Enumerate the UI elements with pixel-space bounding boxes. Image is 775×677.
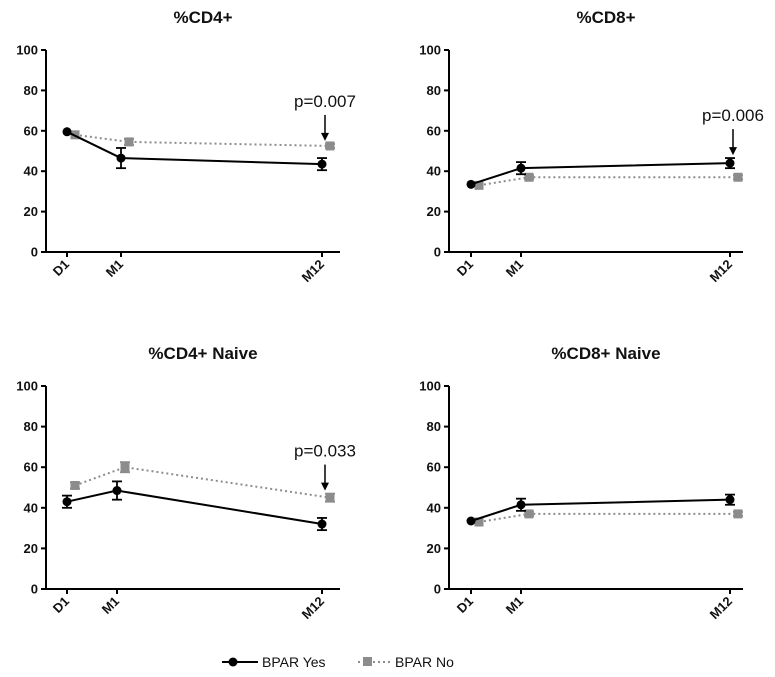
panel-title: %CD4+ Naive <box>148 344 257 363</box>
y-tick-label: 60 <box>24 460 38 475</box>
y-tick-label: 60 <box>24 123 38 138</box>
series-bpar-no <box>70 461 335 503</box>
data-point <box>516 500 526 510</box>
x-tick-label: M12 <box>707 257 735 285</box>
x-tick-label: M1 <box>503 594 526 617</box>
data-point <box>120 462 130 472</box>
data-point <box>524 172 534 182</box>
y-tick-label: 60 <box>427 460 441 475</box>
data-point <box>124 137 134 147</box>
y-tick-label: 100 <box>16 379 38 394</box>
p-value-annotation: p=0.007 <box>294 92 356 111</box>
series-line <box>478 512 738 523</box>
series-bpar-no <box>70 130 335 151</box>
x-tick-label: M12 <box>299 257 327 285</box>
chart-panel-4: %CD8+ Naive 0 20 40 60 80 100 D1 M1 M12 <box>419 344 743 622</box>
y-tick-label: 80 <box>427 419 441 434</box>
series-bpar-yes <box>62 480 327 532</box>
data-point <box>524 509 534 519</box>
series-bpar-yes <box>466 157 735 189</box>
data-point <box>317 519 327 529</box>
x-tick-label: M1 <box>503 257 526 280</box>
y-tick-label: 40 <box>24 500 38 515</box>
data-point <box>733 172 743 182</box>
x-tick-label: D1 <box>454 257 476 279</box>
legend-yes-marker <box>228 657 238 667</box>
y-tick-label: 60 <box>427 123 441 138</box>
panel-title: %CD4+ <box>173 8 232 27</box>
data-point <box>733 509 743 519</box>
y-tick-label: 100 <box>419 43 441 58</box>
series-line <box>66 489 323 526</box>
data-point <box>516 163 526 173</box>
legend: BPAR Yes BPAR No <box>222 654 454 670</box>
y-tick-label: 20 <box>427 541 441 556</box>
data-point <box>112 486 122 496</box>
y-tick-label: 80 <box>24 83 38 98</box>
x-tick-label: D1 <box>454 594 476 616</box>
series-bpar-no <box>474 509 743 527</box>
y-tick-label: 100 <box>419 379 441 394</box>
series-bpar-yes <box>62 127 327 172</box>
chart-panel-1: %CD4+ 0 20 40 60 80 100 D1 M1 M12 p=0.007 <box>16 8 356 285</box>
x-tick-label: D1 <box>50 257 72 279</box>
y-tick-label: 40 <box>427 500 441 515</box>
y-tick-label: 20 <box>427 204 441 219</box>
series-line <box>74 466 331 499</box>
panel-title: %CD8+ Naive <box>551 344 660 363</box>
data-point <box>466 179 476 189</box>
annotation-arrow-head <box>321 132 329 141</box>
series-line <box>66 130 323 166</box>
y-tick-label: 40 <box>427 164 441 179</box>
y-tick-label: 80 <box>24 419 38 434</box>
y-tick-label: 0 <box>31 582 38 597</box>
data-point <box>725 495 735 505</box>
data-point <box>325 141 335 151</box>
series-line <box>74 133 331 147</box>
x-tick-label: M1 <box>99 594 122 617</box>
data-point <box>116 153 126 163</box>
data-point <box>325 493 335 503</box>
panel-title: %CD8+ <box>576 8 635 27</box>
x-tick-label: M1 <box>103 257 126 280</box>
data-point <box>70 480 80 490</box>
y-tick-label: 0 <box>31 245 38 260</box>
data-point <box>725 158 735 168</box>
series-bpar-no <box>474 172 743 190</box>
data-point <box>317 159 327 169</box>
annotation-arrow-head <box>729 147 737 156</box>
series-line <box>478 176 738 187</box>
chart-panels: %CD4+ 0 20 40 60 80 100 D1 M1 M12 p=0.007 %CD8+ 0 20 4… <box>16 8 764 622</box>
chart-panel-3: %CD4+ Naive 0 20 40 60 80 100 D1 M1 M12 p=0.033 <box>16 344 356 622</box>
series-bpar-yes <box>466 493 735 526</box>
x-tick-label: M12 <box>299 594 327 622</box>
data-point <box>474 517 484 527</box>
data-point <box>62 127 72 137</box>
x-tick-label: D1 <box>50 594 72 616</box>
y-tick-label: 0 <box>434 245 441 260</box>
annotation-arrow-head <box>321 482 329 491</box>
y-tick-label: 20 <box>24 204 38 219</box>
data-point <box>474 180 484 190</box>
y-tick-label: 40 <box>24 164 38 179</box>
legend-no-marker <box>363 657 372 666</box>
chart-panel-2: %CD8+ 0 20 40 60 80 100 D1 M1 M12 p=0.006 <box>419 8 764 285</box>
legend-yes-label: BPAR Yes <box>262 654 326 670</box>
x-tick-label: M12 <box>707 594 735 622</box>
y-tick-label: 20 <box>24 541 38 556</box>
legend-no-label: BPAR No <box>395 654 454 670</box>
y-tick-label: 80 <box>427 83 441 98</box>
y-tick-label: 100 <box>16 43 38 58</box>
data-point <box>466 516 476 526</box>
data-point <box>62 497 72 507</box>
p-value-annotation: p=0.006 <box>702 106 764 125</box>
y-tick-label: 0 <box>434 582 441 597</box>
p-value-annotation: p=0.033 <box>294 442 356 461</box>
